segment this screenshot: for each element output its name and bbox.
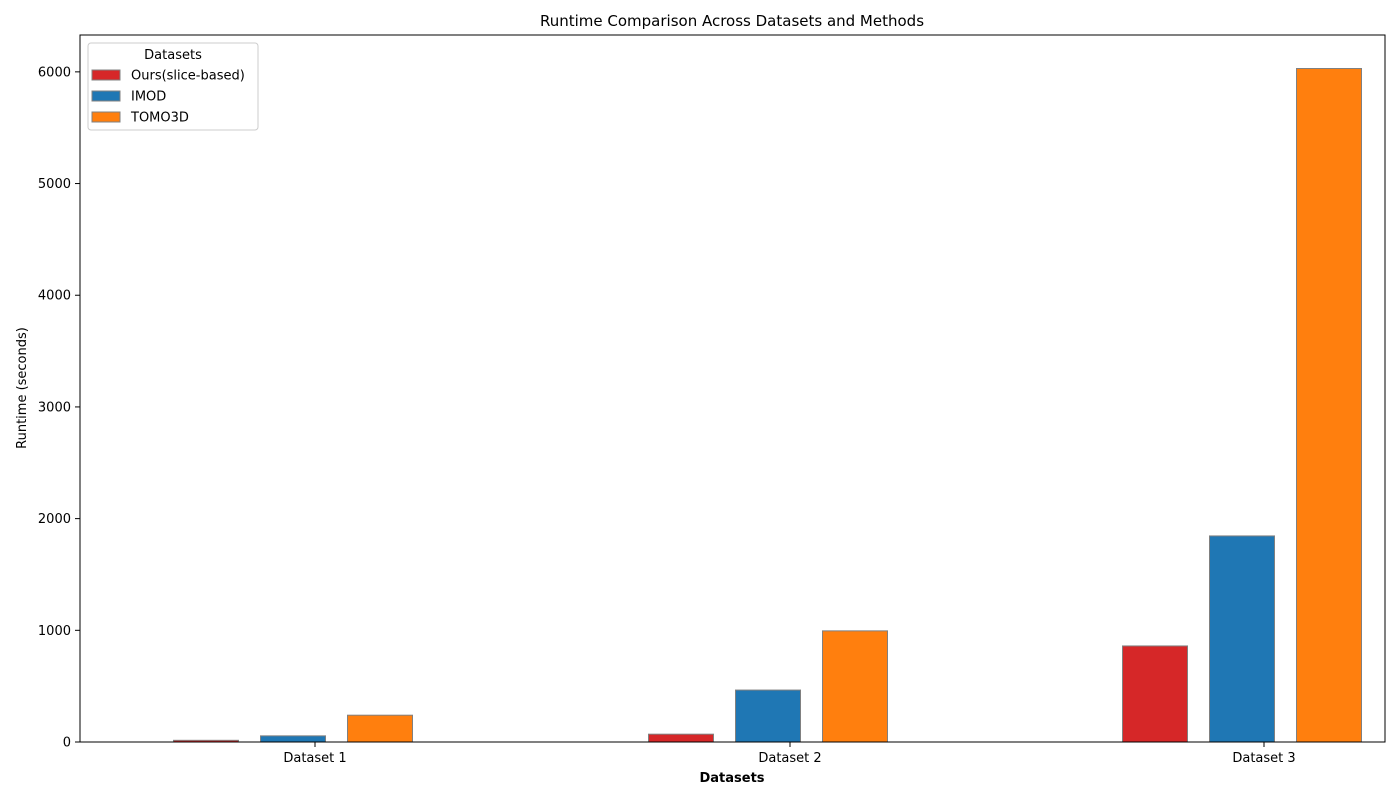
x-tick-label: Dataset 3 (1232, 751, 1295, 766)
y-tick-label: 0 (63, 736, 71, 751)
plot-background (80, 35, 1385, 742)
legend-swatch-imod (91, 90, 121, 102)
legend-swatch-tomo3d (91, 111, 121, 123)
x-tick-label: Dataset 1 (283, 751, 346, 766)
y-tick-label: 1000 (38, 624, 71, 639)
y-tick-label: 5000 (38, 177, 71, 192)
plot-frame (79, 34, 1386, 743)
legend: Datasets Ours(slice-based) IMOD TOMO3D (87, 42, 259, 131)
x-tick-label: Dataset 2 (758, 751, 821, 766)
legend-label-ours-slice-based-: Ours(slice-based) (131, 69, 245, 84)
bar-imod-dataset-1 (260, 735, 326, 743)
chart-title: Runtime Comparison Across Datasets and M… (540, 12, 924, 30)
bar-tomo3d-dataset-2 (822, 630, 888, 743)
legend-label-imod: IMOD (131, 90, 166, 105)
y-tick-label: 6000 (38, 65, 71, 80)
legend-title: Datasets (144, 48, 202, 63)
bar-ours-slice-based--dataset-3 (1122, 645, 1188, 743)
bar-imod-dataset-2 (735, 689, 801, 743)
x-axis-label: Datasets (699, 771, 764, 786)
plot-area: 0 1000 2000 3000 4000 5000 6000 Dataset 1 Datase… (38, 34, 1386, 766)
y-tick-label: 2000 (38, 512, 71, 527)
y-axis-label: Runtime (seconds) (15, 327, 30, 449)
bar-tomo3d-dataset-1 (347, 714, 413, 743)
bar-ours-slice-based--dataset-2 (648, 733, 714, 743)
legend-box (87, 42, 259, 131)
bar-imod-dataset-3 (1209, 535, 1275, 743)
bar-tomo3d-dataset-3 (1296, 68, 1362, 743)
y-tick-label: 3000 (38, 400, 71, 415)
y-tick-label: 4000 (38, 289, 71, 304)
legend-swatch-ours-slice-based- (91, 69, 121, 81)
legend-label-tomo3d: TOMO3D (130, 111, 189, 126)
